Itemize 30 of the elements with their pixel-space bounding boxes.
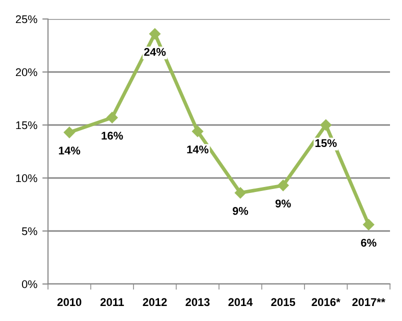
data-label: 14% — [187, 146, 208, 154]
y-tick-label: 5% — [22, 227, 38, 236]
x-tick-label: 2016* — [312, 298, 340, 306]
point — [192, 126, 204, 137]
x-tick-label: 2017** — [352, 298, 386, 306]
point — [64, 126, 75, 138]
point — [363, 219, 374, 230]
x-tick-label: 2010 — [57, 298, 82, 306]
y-tick-label: 25% — [16, 15, 38, 24]
y-tick-label: 10% — [16, 174, 38, 182]
data-label: 9% — [275, 200, 291, 208]
x-tick-label: 2014 — [228, 298, 253, 306]
data-label: 16% — [102, 132, 123, 140]
y-tick-label: 15% — [16, 121, 38, 130]
point — [320, 119, 332, 131]
x-tick-label: 2013 — [186, 298, 210, 306]
x-tick-label: 2011 — [100, 298, 124, 306]
y-tick-label: 0% — [22, 280, 38, 288]
point — [234, 187, 246, 198]
data-label: 14% — [58, 146, 80, 154]
point — [278, 180, 289, 192]
data-label: 24% — [144, 48, 166, 56]
x-tick-label: 2015 — [271, 298, 296, 306]
point — [106, 112, 118, 124]
point — [149, 28, 160, 40]
data-label: 15% — [315, 139, 337, 148]
data-label: 6% — [361, 238, 376, 247]
data-label: 9% — [232, 207, 248, 215]
y-tick-label: 20% — [16, 68, 38, 76]
x-tick-label: 2012 — [142, 298, 167, 306]
